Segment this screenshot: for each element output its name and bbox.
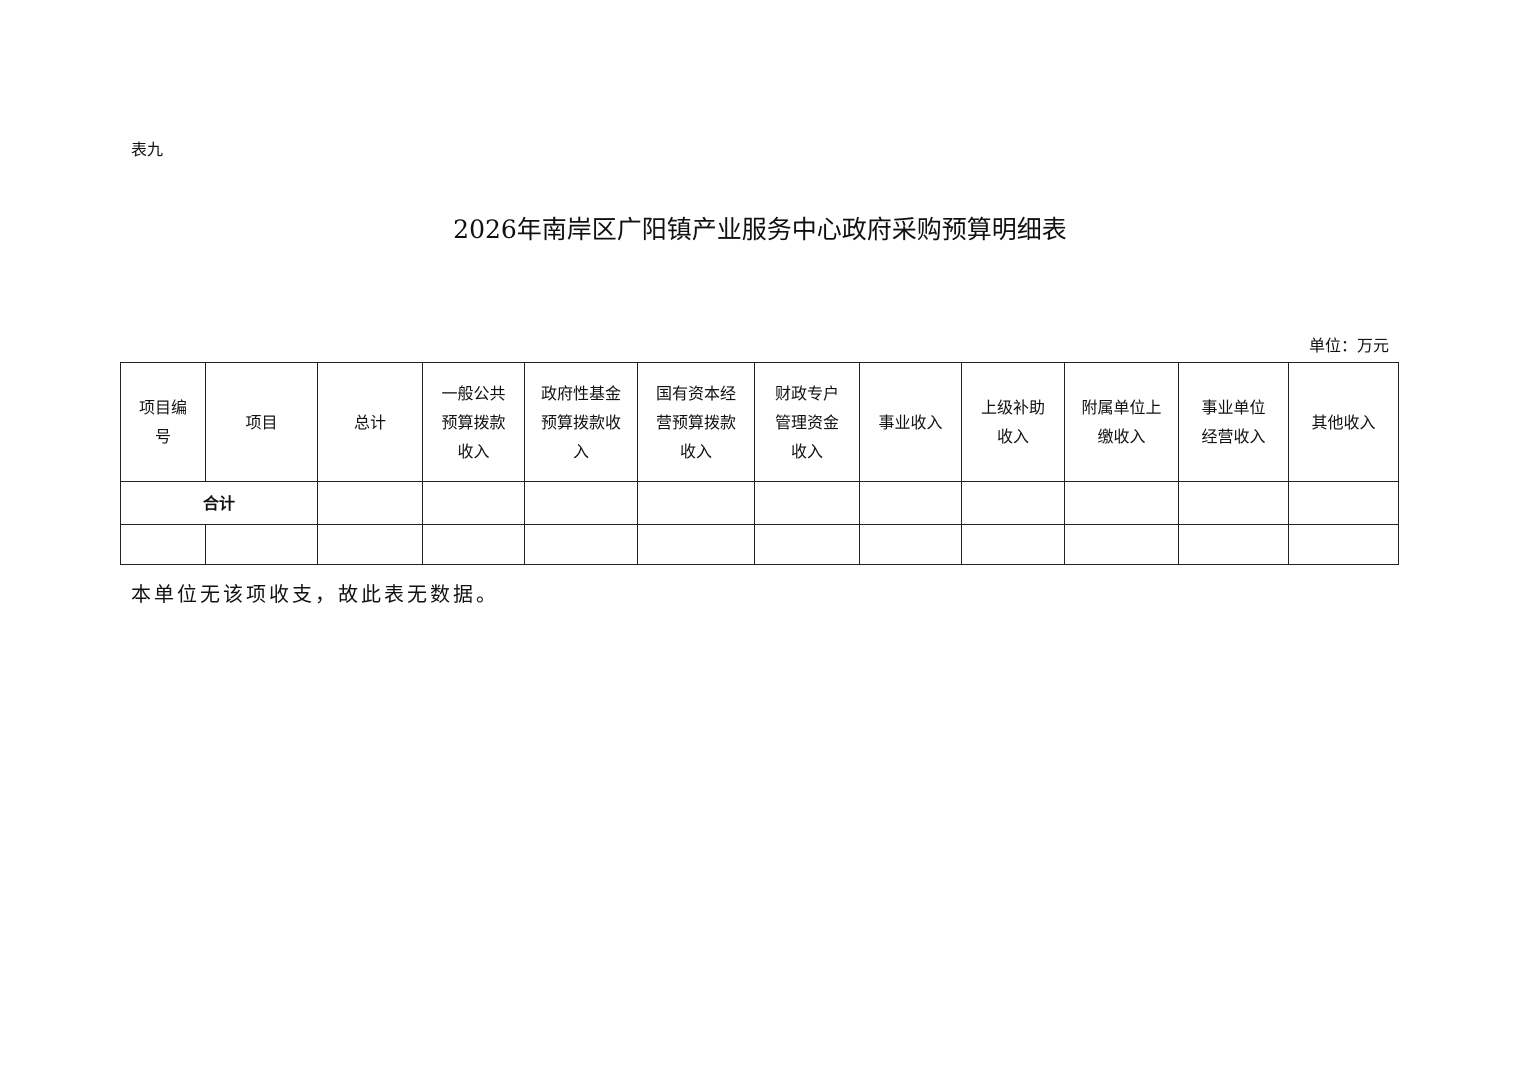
header-cell: 财政专户 管理资金 收入 bbox=[754, 362, 860, 482]
unit-label: 单位：万元 bbox=[1308, 336, 1389, 355]
total-row: 合计 bbox=[120, 481, 1399, 525]
table-cell bbox=[1064, 524, 1179, 565]
table-cell bbox=[1288, 524, 1399, 565]
table-cell bbox=[1064, 481, 1179, 525]
table-cell bbox=[961, 481, 1065, 525]
table-cell bbox=[120, 524, 206, 565]
header-cell: 附属单位上 缴收入 bbox=[1064, 362, 1179, 482]
table-cell bbox=[524, 524, 638, 565]
table-cell bbox=[859, 481, 962, 525]
header-cell: 上级补助 收入 bbox=[961, 362, 1065, 482]
page-title: 2026年南岸区广阳镇产业服务中心政府采购预算明细表 bbox=[453, 215, 1067, 244]
table-cell bbox=[1178, 524, 1289, 565]
table-cell bbox=[317, 481, 423, 525]
no-data-note: 本单位无该项收支，故此表无数据。 bbox=[131, 582, 499, 606]
header-cell: 项目编 号 bbox=[120, 362, 206, 482]
table-cell bbox=[1288, 481, 1399, 525]
table-cell bbox=[961, 524, 1065, 565]
table-cell bbox=[1178, 481, 1289, 525]
header-cell: 项目 bbox=[205, 362, 318, 482]
header-cell: 一般公共 预算拨款 收入 bbox=[422, 362, 525, 482]
table-cell bbox=[754, 524, 860, 565]
header-cell: 政府性基金 预算拨款收 入 bbox=[524, 362, 638, 482]
header-cell: 其他收入 bbox=[1288, 362, 1399, 482]
table-cell bbox=[754, 481, 860, 525]
table-cell bbox=[859, 524, 962, 565]
header-cell: 国有资本经 营预算拨款 收入 bbox=[637, 362, 755, 482]
header-cell: 事业单位 经营收入 bbox=[1178, 362, 1289, 482]
total-label: 合计 bbox=[120, 481, 318, 525]
procurement-budget-table: 项目编 号 项目 总计 一般公共 预算拨款 收入 政府性基金 预算拨款收 入 国… bbox=[120, 362, 1399, 565]
table-label: 表九 bbox=[131, 140, 164, 159]
table-cell bbox=[422, 481, 525, 525]
table-cell bbox=[317, 524, 423, 565]
header-row: 项目编 号 项目 总计 一般公共 预算拨款 收入 政府性基金 预算拨款收 入 国… bbox=[120, 362, 1399, 482]
table-cell bbox=[637, 481, 755, 525]
table-cell bbox=[422, 524, 525, 565]
table-cell bbox=[524, 481, 638, 525]
table-cell bbox=[637, 524, 755, 565]
table-cell bbox=[205, 524, 318, 565]
table-row bbox=[120, 524, 1399, 565]
header-cell: 事业收入 bbox=[859, 362, 962, 482]
header-cell: 总计 bbox=[317, 362, 423, 482]
